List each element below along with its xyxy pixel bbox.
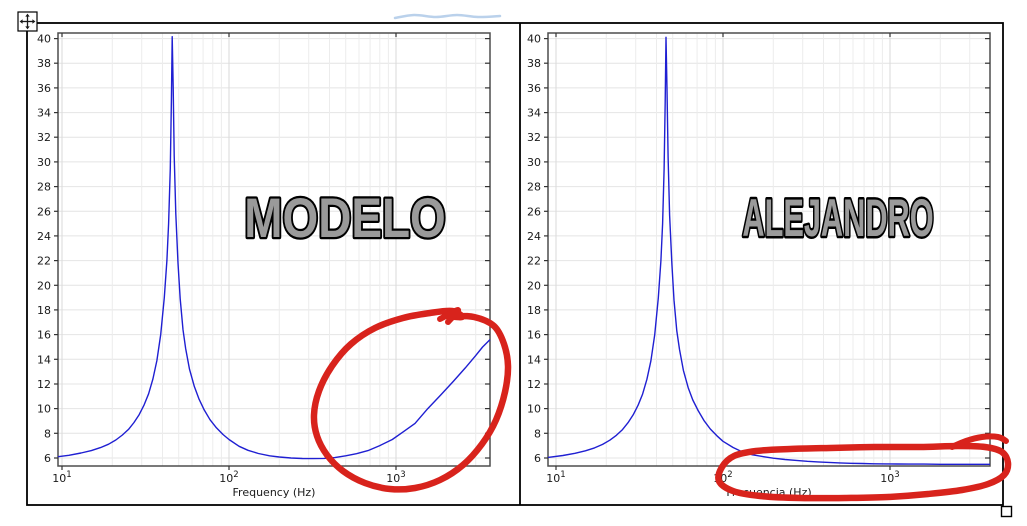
pen-hook: [437, 307, 462, 325]
axis-ticks: [544, 33, 990, 470]
pen-smudge: [393, 13, 502, 20]
x-tick-label: 101: [52, 470, 71, 485]
y-tick-label: 36: [527, 82, 541, 95]
y-tick-label: 30: [37, 156, 51, 169]
y-tick-label: 40: [527, 33, 541, 46]
grid: [548, 33, 990, 466]
annotations-left: [310, 307, 512, 493]
y-tick-label: 16: [527, 329, 541, 342]
y-tick-label: 22: [37, 255, 51, 268]
y-tick-label: 28: [527, 181, 541, 194]
y-tick-label: 24: [37, 230, 51, 243]
y-tick-label: 16: [37, 329, 51, 342]
y-tick-label: 28: [37, 181, 51, 194]
move-icon: [19, 13, 36, 30]
x-tick-label: 103: [386, 470, 405, 485]
y-tick-label: 38: [527, 57, 541, 70]
y-tick-label: 20: [527, 279, 541, 292]
hand-drawn-oval: [715, 442, 1012, 502]
grid: [58, 33, 490, 466]
y-tick-label: 36: [37, 82, 51, 95]
y-tick-label: 22: [527, 255, 541, 268]
y-tick-label: 10: [527, 403, 541, 416]
hand-drawn-circle: [310, 307, 512, 493]
figure-border: [26, 22, 1004, 506]
y-tick-label: 8: [44, 427, 51, 440]
y-tick-label: 6: [44, 452, 51, 465]
response-curve: [547, 36, 990, 465]
y-tick-label: 26: [527, 205, 541, 218]
y-tick-label: 14: [37, 353, 51, 366]
y-tick-label: 34: [527, 107, 541, 120]
move-handle[interactable]: [17, 11, 38, 32]
y-tick-label: 34: [37, 107, 51, 120]
axis-ticks: [54, 33, 490, 470]
x-tick-label: 102: [219, 470, 238, 485]
axes-frame: [547, 32, 991, 467]
x-tick-label: 101: [546, 470, 565, 485]
y-tick-label: 24: [527, 230, 541, 243]
y-tick-label: 18: [37, 304, 51, 317]
y-tick-label: 38: [37, 57, 51, 70]
resize-handle[interactable]: [1000, 505, 1013, 518]
pen-tail: [949, 433, 1009, 450]
y-tick-label: 26: [37, 205, 51, 218]
response-curve: [57, 36, 491, 460]
x-axis-label: Frequency (Hz): [233, 486, 316, 499]
modelo-wordart-title: MODELO: [244, 187, 445, 249]
y-tick-label: 14: [527, 353, 541, 366]
alejandro-wordart-title: ALEJANDRO: [742, 190, 933, 249]
y-tick-label: 6: [534, 452, 541, 465]
y-tick-label: 32: [37, 131, 51, 144]
y-tick-label: 20: [37, 279, 51, 292]
y-tick-label: 30: [527, 156, 541, 169]
y-tick-label: 12: [527, 378, 541, 391]
annotations-right: [715, 433, 1012, 502]
y-tick-label: 40: [37, 33, 51, 46]
y-tick-label: 32: [527, 131, 541, 144]
y-tick-label: 12: [37, 378, 51, 391]
x-tick-label: 103: [880, 470, 899, 485]
y-tick-label: 8: [534, 427, 541, 440]
axes-frame: [57, 32, 491, 467]
y-tick-label: 10: [37, 403, 51, 416]
y-tick-label: 18: [527, 304, 541, 317]
